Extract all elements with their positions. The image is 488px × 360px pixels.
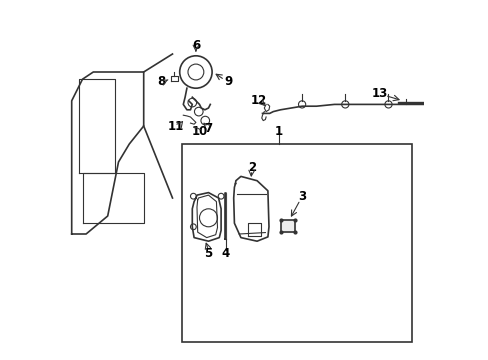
Text: 5: 5 — [204, 247, 212, 260]
Text: 6: 6 — [191, 39, 200, 51]
Text: 12: 12 — [250, 94, 266, 107]
Text: 7: 7 — [204, 122, 212, 135]
Text: 11: 11 — [168, 120, 184, 132]
Bar — [181, 144, 411, 342]
Text: 4: 4 — [221, 247, 229, 260]
Text: 2: 2 — [247, 161, 255, 174]
Text: 9: 9 — [224, 75, 232, 87]
Text: 13: 13 — [370, 87, 387, 100]
Text: 8: 8 — [157, 75, 165, 87]
Text: 10: 10 — [191, 125, 207, 138]
Text: 1: 1 — [274, 125, 282, 138]
Text: 3: 3 — [297, 190, 305, 203]
